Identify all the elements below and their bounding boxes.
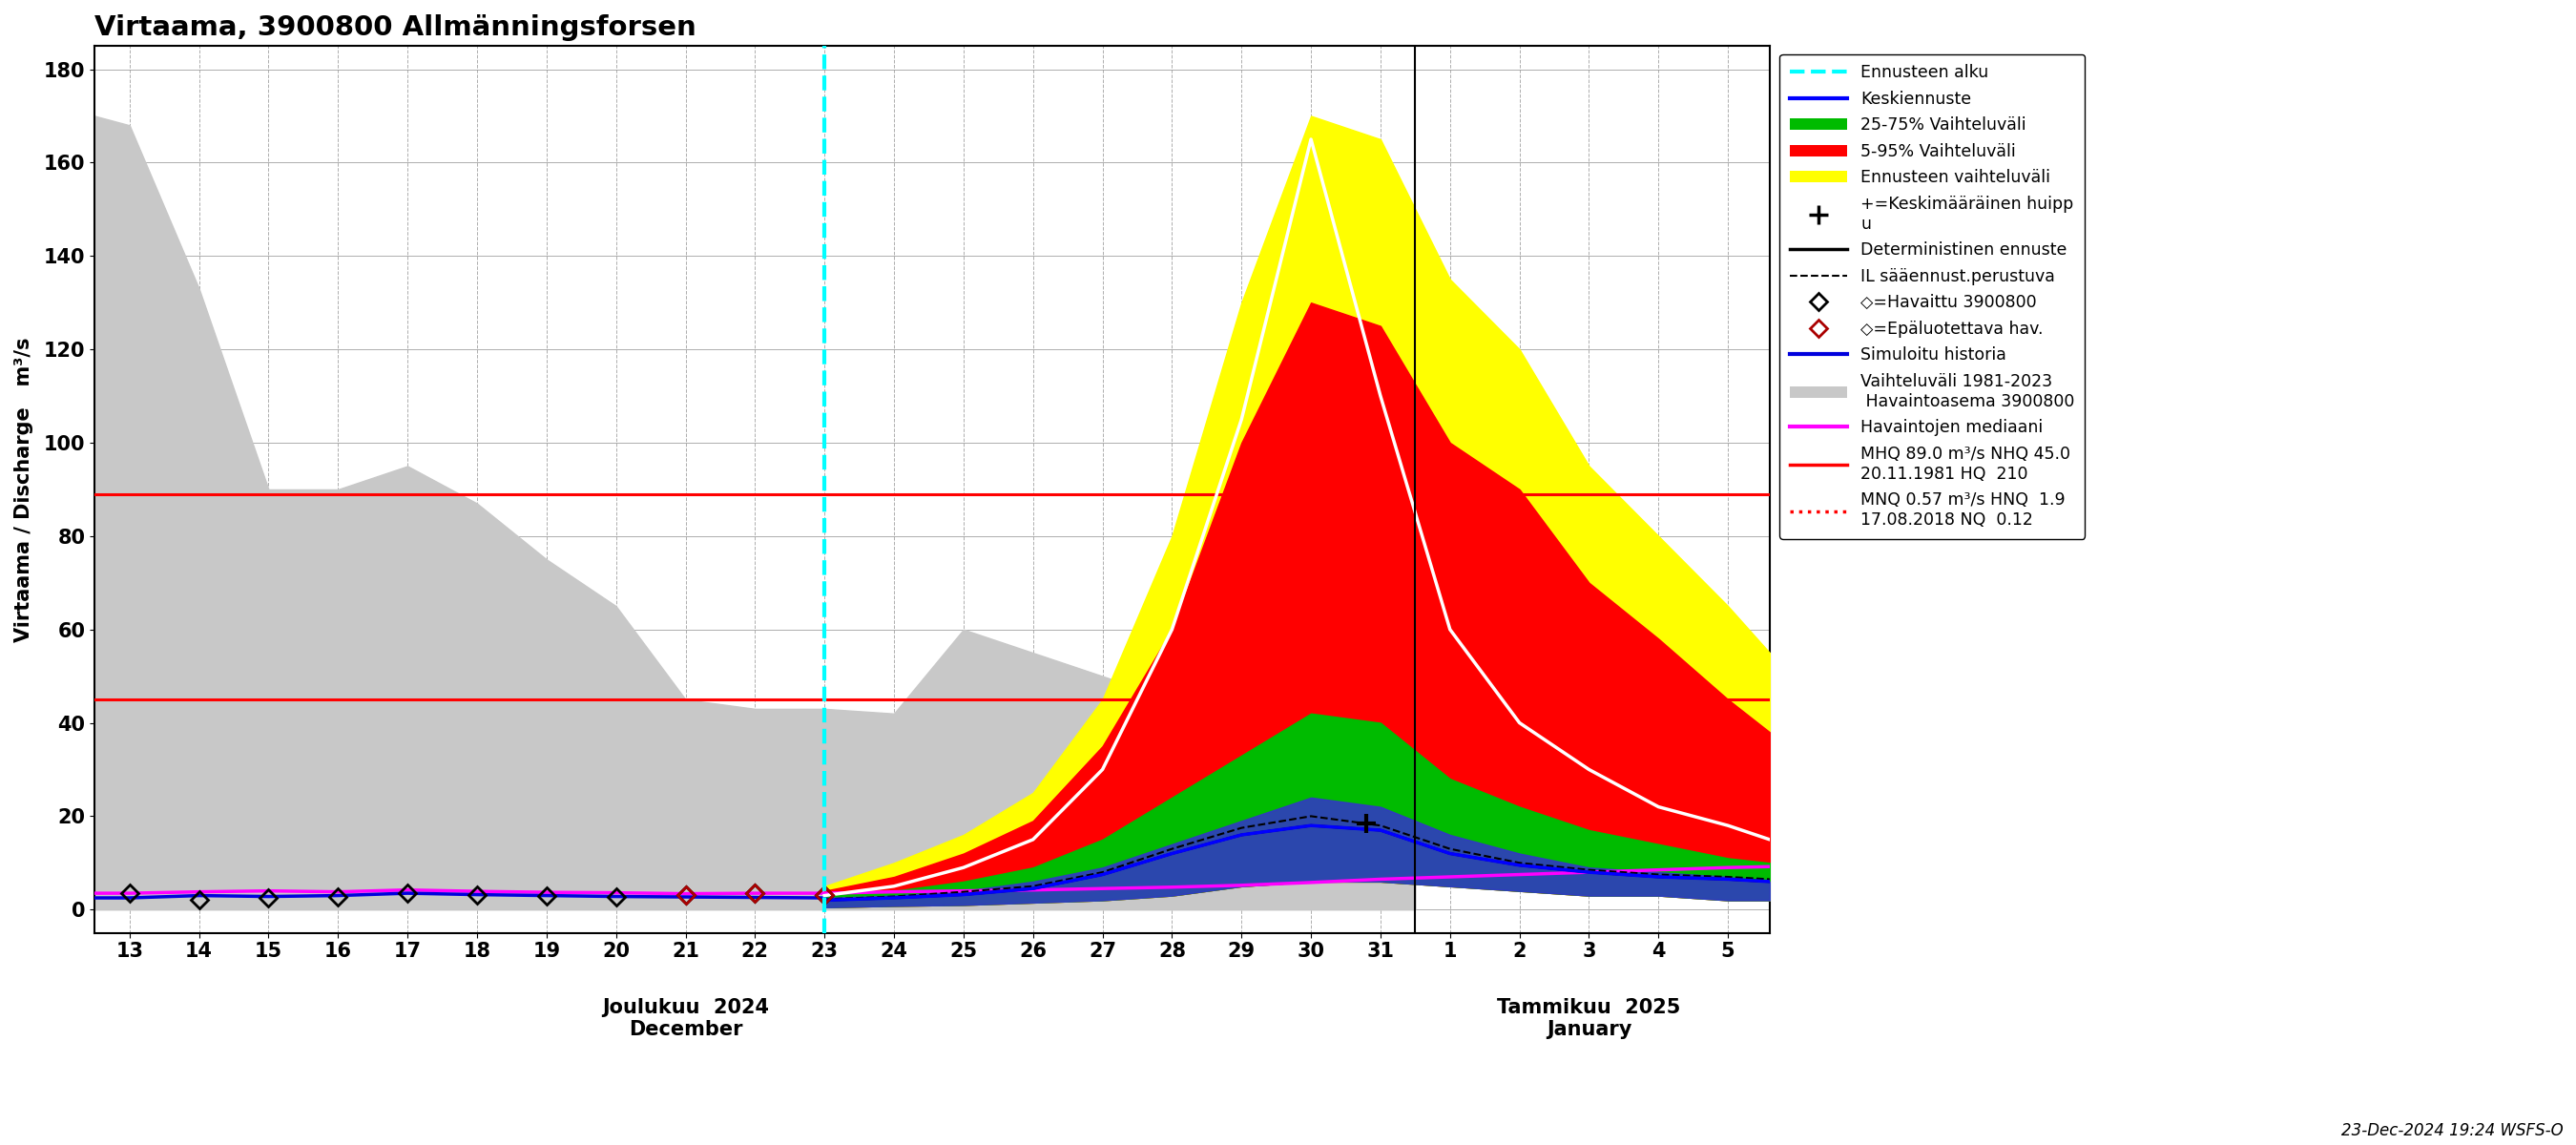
Text: Tammikuu  2025
January: Tammikuu 2025 January — [1497, 998, 1680, 1040]
Y-axis label: Virtaama / Discharge   m³/s: Virtaama / Discharge m³/s — [15, 337, 33, 642]
Text: 23-Dec-2024 19:24 WSFS-O: 23-Dec-2024 19:24 WSFS-O — [2342, 1122, 2563, 1139]
Text: Virtaama, 3900800 Allmänningsforsen: Virtaama, 3900800 Allmänningsforsen — [95, 14, 696, 41]
Legend: Ennusteen alku, Keskiennuste, 25-75% Vaihteluväli, 5-95% Vaihteluväli, Ennusteen: Ennusteen alku, Keskiennuste, 25-75% Vai… — [1780, 54, 2084, 538]
Text: Joulukuu  2024
December: Joulukuu 2024 December — [603, 998, 770, 1040]
